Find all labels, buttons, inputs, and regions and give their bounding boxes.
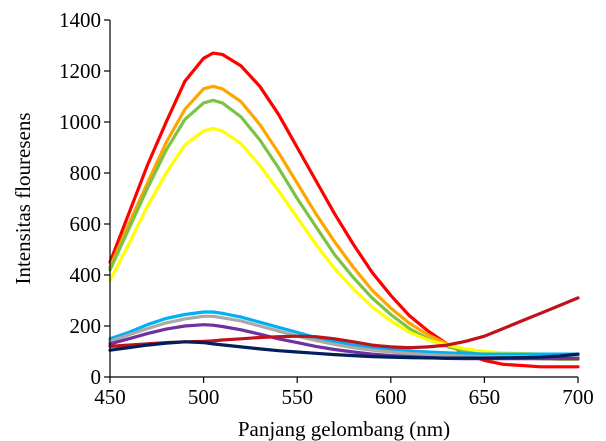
y-tick-label: 1200 (59, 59, 101, 83)
y-tick-label: 1000 (59, 110, 101, 134)
y-tick-label: 800 (70, 161, 102, 185)
y-tick-label: 200 (70, 314, 102, 338)
x-axis-title: Panjang gelombang (nm) (238, 417, 450, 441)
series-layer (108, 51, 580, 369)
y-axis-title: Intensitas flouresens (11, 112, 35, 284)
y-tick-label: 400 (70, 263, 102, 287)
x-tick-label: 450 (94, 385, 126, 409)
x-tick-label: 550 (281, 385, 313, 409)
y-tick-label: 1400 (59, 8, 101, 32)
series-line-8 (108, 296, 580, 350)
x-tick-label: 700 (562, 385, 594, 409)
y-tick-label: 600 (70, 212, 102, 236)
x-tick-label: 650 (469, 385, 501, 409)
x-tick-label: 500 (188, 385, 220, 409)
y-tick-label: 0 (91, 365, 102, 389)
ticks-layer: 0 200 400 600 800 1000 1200 1400 450 500 550 600 650… (59, 8, 594, 409)
series-line-4 (108, 126, 580, 357)
x-tick-label: 600 (375, 385, 407, 409)
series-line-1 (108, 51, 580, 369)
series-line-9 (108, 340, 580, 360)
axes-layer (109, 20, 578, 378)
series-line-5 (108, 310, 580, 356)
